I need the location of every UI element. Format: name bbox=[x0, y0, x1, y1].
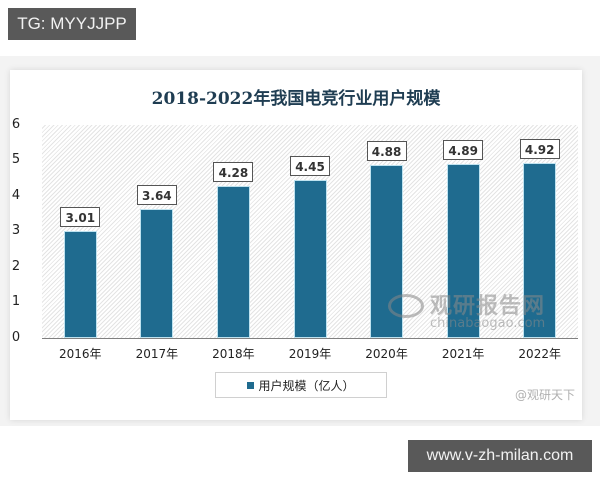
chart-legend: 用户规模（亿人） bbox=[215, 372, 387, 398]
x-axis-line bbox=[42, 338, 578, 339]
value-label: 4.92 bbox=[519, 139, 560, 160]
eye-logo-icon bbox=[388, 294, 424, 318]
bar bbox=[140, 208, 174, 338]
watermark-cn-text: 观研报告网 bbox=[430, 294, 546, 319]
y-tick-1: 1 bbox=[11, 294, 21, 309]
y-tick-2: 2 bbox=[11, 259, 21, 274]
y-tick-3: 3 bbox=[11, 223, 21, 238]
y-tick-0: 0 bbox=[11, 330, 21, 345]
chart-title: 2018-2022年我国电竞行业用户规模 bbox=[151, 89, 441, 109]
bar bbox=[63, 231, 97, 338]
x-tick-label: 2021年 bbox=[441, 347, 485, 361]
source-watermark: @观研天下 bbox=[515, 388, 576, 402]
x-tick-label: 2022年 bbox=[518, 347, 561, 361]
value-label: 3.64 bbox=[136, 184, 177, 205]
chart-card: 2018-2022年我国电竞行业用户规模 0 1 2 3 4 5 6 用户规模（… bbox=[10, 70, 582, 420]
x-tick-label: 2019年 bbox=[288, 347, 332, 361]
legend-label: 用户规模（亿人） bbox=[258, 378, 355, 393]
legend-swatch-icon bbox=[247, 381, 255, 389]
y-tick-4: 4 bbox=[11, 188, 21, 203]
bar bbox=[293, 180, 327, 338]
top-watermark-tag: TG: MYYJJPP bbox=[8, 8, 136, 40]
watermark-en-text: chinabaogao.com bbox=[430, 316, 546, 331]
value-label: 4.28 bbox=[213, 162, 254, 183]
bar bbox=[216, 186, 250, 338]
value-label: 4.88 bbox=[366, 140, 407, 161]
value-label: 4.45 bbox=[290, 156, 330, 177]
x-tick-label: 2016年 bbox=[59, 347, 102, 361]
bar bbox=[446, 164, 480, 338]
y-tick-6: 6 bbox=[11, 117, 21, 132]
value-label: 3.01 bbox=[60, 207, 101, 228]
y-tick-5: 5 bbox=[11, 152, 21, 167]
x-tick-label: 2017年 bbox=[135, 347, 179, 361]
x-tick-label: 2020年 bbox=[365, 347, 408, 361]
chinabaogao-watermark: 观研报告网 chinabaogao.com bbox=[388, 288, 588, 338]
bottom-url-tag: www.v-zh-milan.com bbox=[408, 440, 592, 472]
value-label: 4.89 bbox=[443, 140, 484, 161]
x-tick-label: 2018年 bbox=[212, 347, 255, 361]
bar bbox=[523, 163, 557, 338]
